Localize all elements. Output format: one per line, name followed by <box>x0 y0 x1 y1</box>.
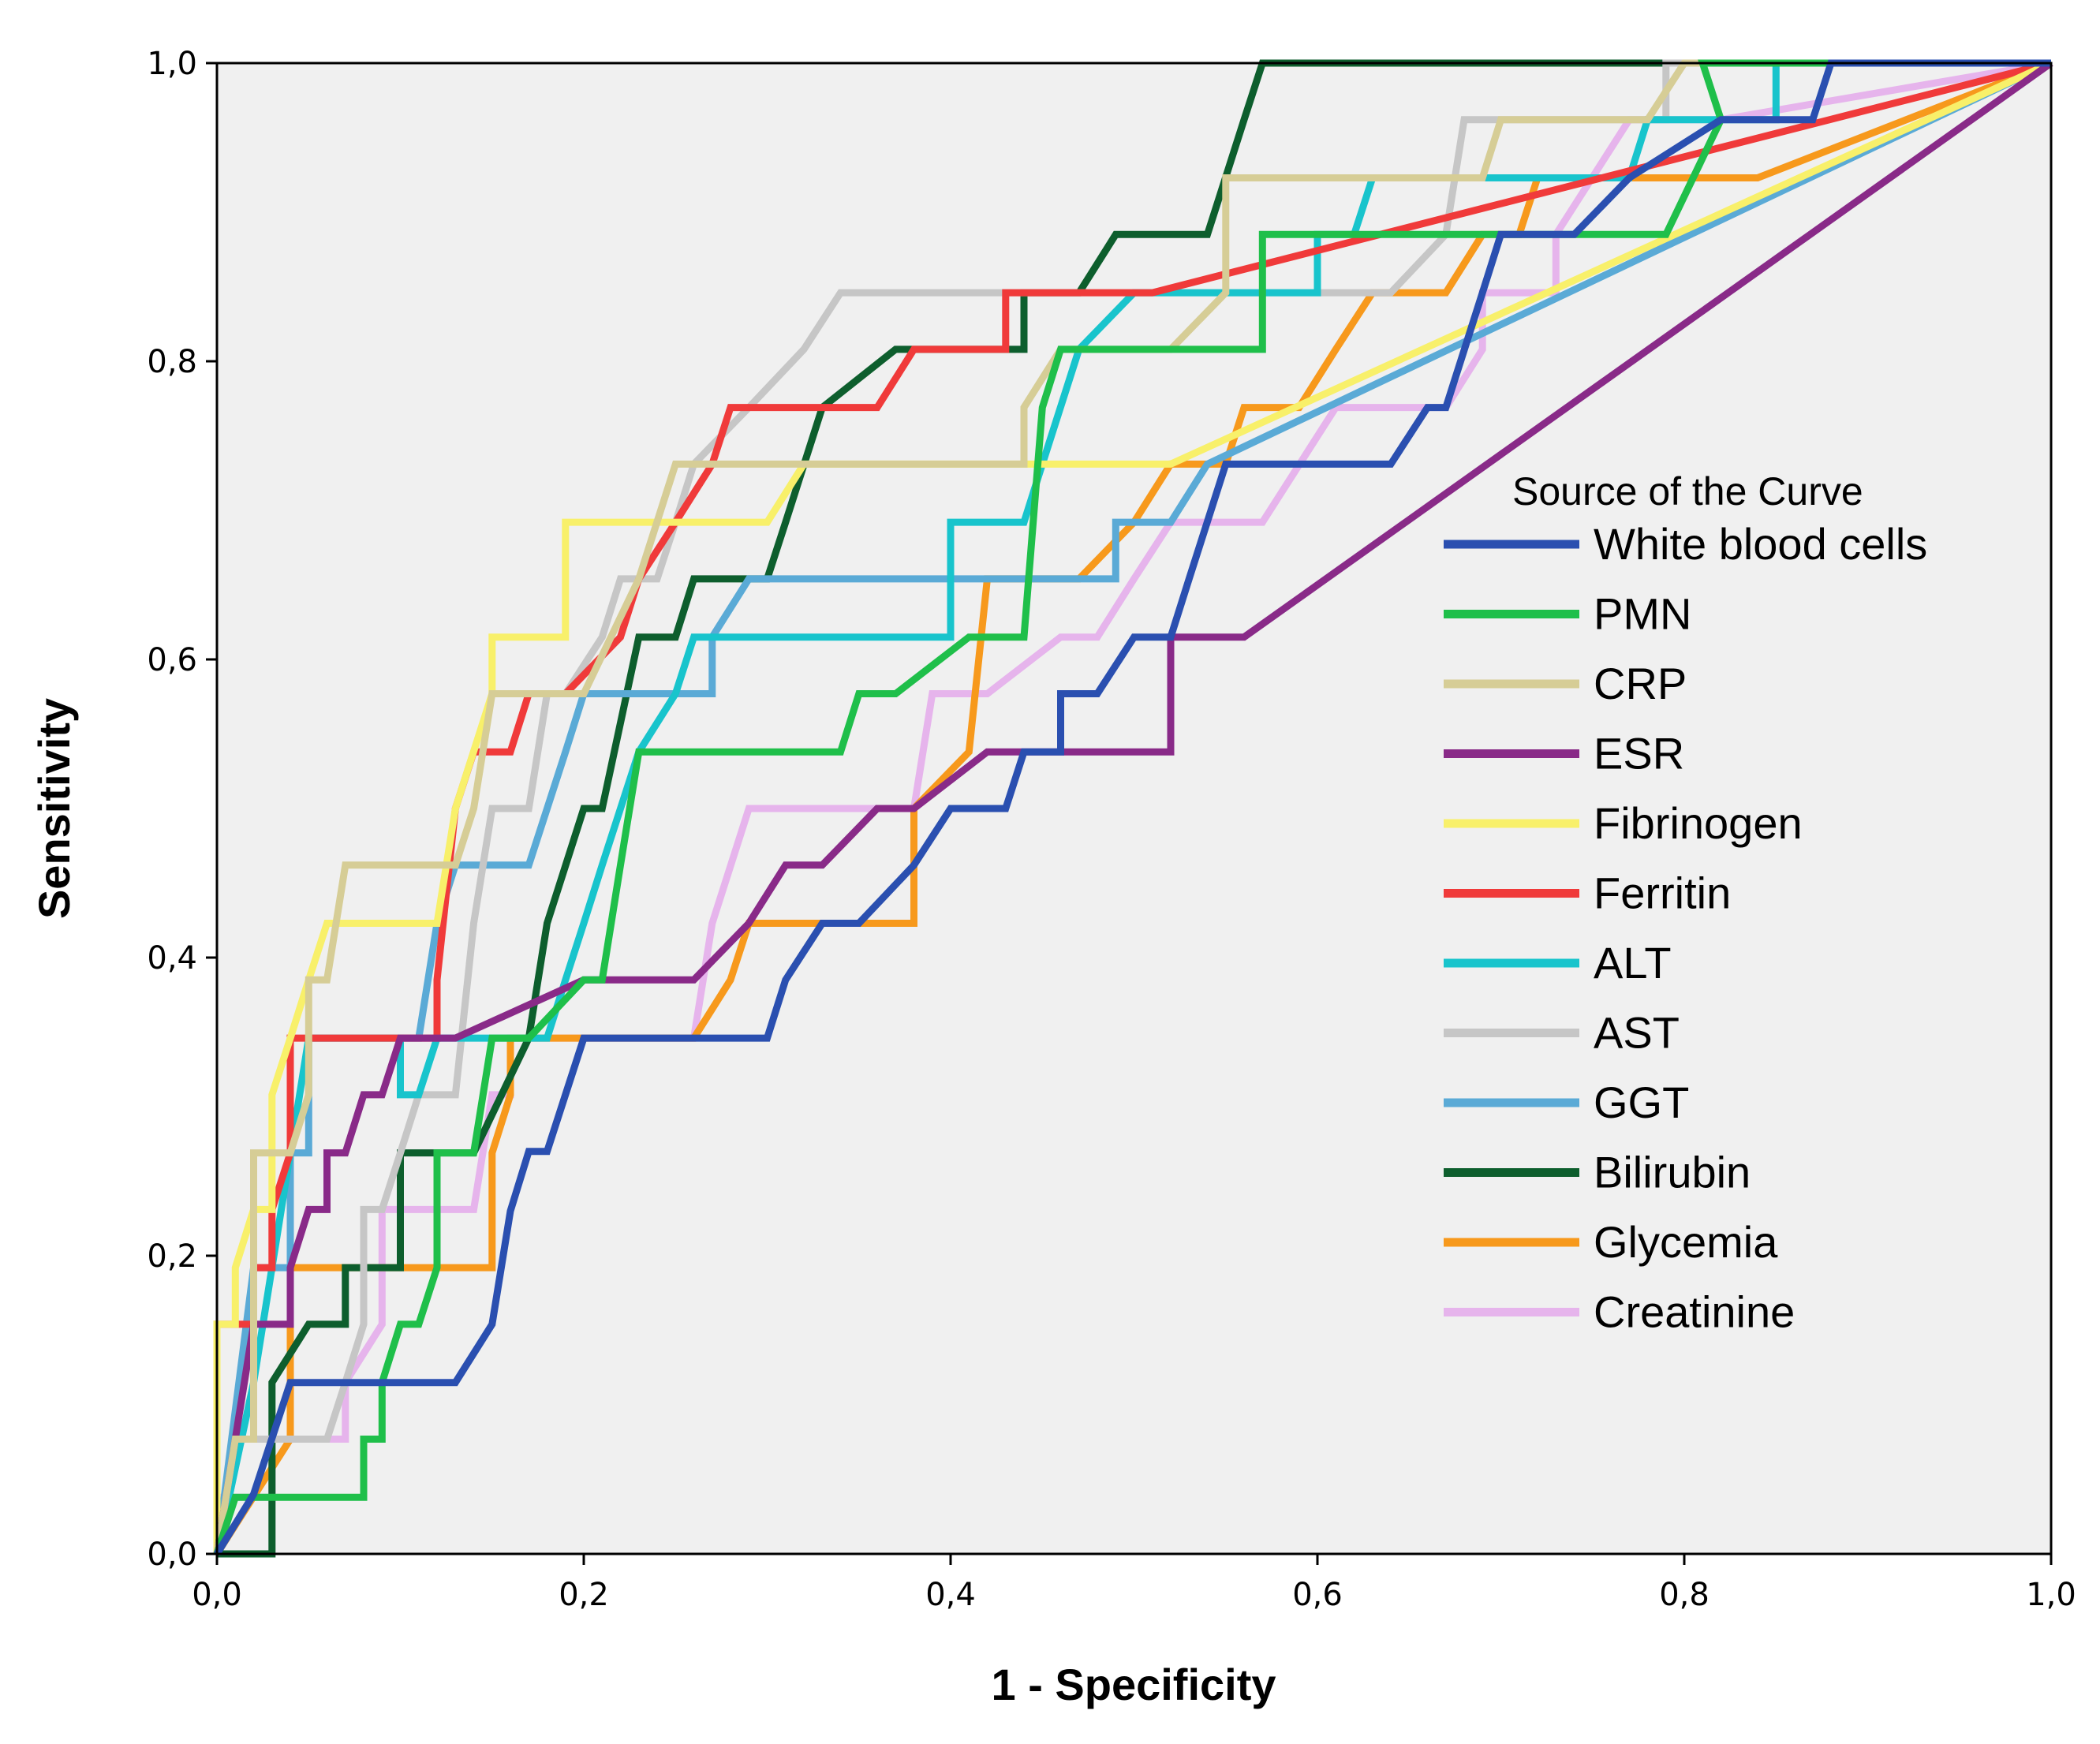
legend-label-alt: ALT <box>1594 938 1672 988</box>
legend-label-creatinine: Creatinine <box>1594 1287 1795 1337</box>
legend-label-bilirubin: Bilirubin <box>1594 1148 1751 1197</box>
series-line-crp <box>213 59 2051 1555</box>
x-tick-label: 0,6 <box>1292 1577 1343 1613</box>
legend-label-glycemia: Glycemia <box>1594 1217 1778 1267</box>
plot-frame <box>215 62 2053 1555</box>
legend-label-ast: AST <box>1594 1008 1680 1058</box>
y-tick-label: 0,2 <box>147 1238 197 1275</box>
legend-label-crp: CRP <box>1594 659 1687 708</box>
series-line-ferritin <box>213 59 2053 1554</box>
y-axis-title: Sensitivity <box>29 698 79 919</box>
series-layer <box>213 59 2053 1558</box>
x-tick-label: 0,8 <box>1659 1577 1710 1613</box>
x-tick-label: 0,2 <box>559 1577 609 1613</box>
legend-label-esr: ESR <box>1594 729 1684 779</box>
legend-title: Source of the Curve <box>1512 469 1863 513</box>
series-line-esr <box>213 60 2053 1555</box>
series-line-ast <box>213 59 2051 1555</box>
y-tick-label: 0,4 <box>147 940 197 977</box>
x-axis-title: 1 - Specificity <box>991 1660 1276 1709</box>
axis-ticks: 0,0 0,2 0,4 0,6 0,8 1,0 0,0 0,2 0,4 0,6 0,8 1,0 <box>147 46 2076 1613</box>
y-tick-label: 0,8 <box>147 344 197 380</box>
y-tick-label: 1,0 <box>147 46 197 82</box>
legend-items: White blood cells PMN CRP ESR Fibrinogen Ferr… <box>1444 519 1927 1337</box>
series-line-pmn <box>213 59 2051 1555</box>
legend-label-white-blood-cells: White blood cells <box>1594 519 1927 569</box>
x-tick-label: 0,0 <box>192 1577 242 1613</box>
legend-label-ggt: GGT <box>1594 1077 1689 1127</box>
y-tick-label: 0,0 <box>147 1537 197 1573</box>
legend-label-fibrinogen: Fibrinogen <box>1594 798 1803 848</box>
legend-label-pmn: PMN <box>1594 589 1691 639</box>
y-tick-label: 0,6 <box>147 642 197 678</box>
legend-label-ferritin: Ferritin <box>1594 868 1731 918</box>
series-line-bilirubin <box>217 59 2051 1558</box>
series-line-white-blood-cells <box>214 59 2051 1556</box>
x-tick-label: 0,4 <box>925 1577 976 1613</box>
x-tick-label: 1,0 <box>2026 1577 2076 1613</box>
legend: Source of the Curve White blood cells PMN… <box>1444 469 1927 1337</box>
